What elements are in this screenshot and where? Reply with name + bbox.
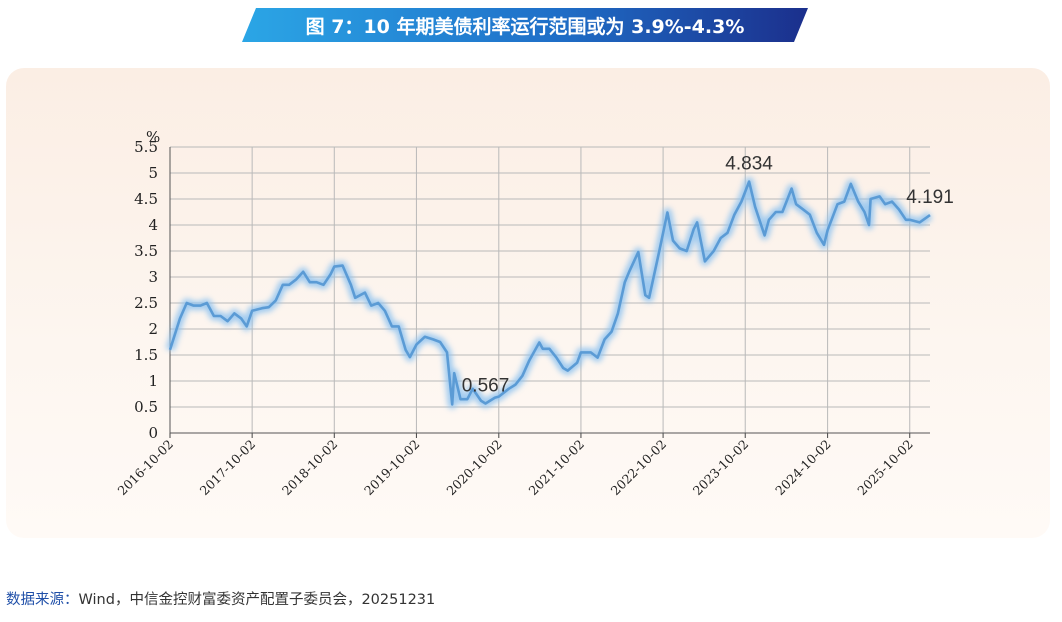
- y-tick-label: 2.5: [134, 294, 158, 312]
- annotations: 0.567 4.834 4.191: [462, 154, 954, 397]
- y-tick-label: 2: [148, 320, 158, 338]
- y-tick-label: 1.5: [134, 346, 158, 364]
- x-axis-ticks: 2016-10-02 2017-10-02 2018-10-02 2019-10-02…: [115, 437, 916, 499]
- x-tick-label: 2024-10-02: [772, 437, 834, 499]
- x-tick-label: 2018-10-02: [279, 437, 341, 499]
- source-text: Wind，中信金控财富委资产配置子委员会，20251231: [78, 592, 436, 608]
- x-tick-label: 2020-10-02: [443, 437, 505, 499]
- x-tick-label: 2017-10-02: [197, 437, 259, 499]
- y-tick-label: 5: [148, 164, 158, 182]
- chart-title: 图 7：10 年期美债利率运行范围或为 3.9%-4.3%: [305, 15, 745, 38]
- y-tick-label: 5.5: [134, 138, 158, 156]
- y-tick-label: 3.5: [134, 242, 158, 260]
- annotation-label: 0.567: [462, 376, 510, 397]
- y-tick-label: 1: [148, 372, 158, 390]
- chart-title-banner: 图 7：10 年期美债利率运行范围或为 3.9%-4.3%: [242, 8, 808, 42]
- x-tick-label: 2023-10-02: [690, 437, 752, 499]
- annotation-label: 4.191: [906, 187, 954, 208]
- x-tick-label: 2022-10-02: [608, 437, 670, 499]
- y-tick-label: 4: [148, 216, 158, 234]
- y-axis-unit: %: [146, 128, 160, 146]
- y-tick-label: 0.5: [134, 398, 158, 416]
- y-tick-label: 3: [148, 268, 158, 286]
- source-note: 数据来源：Wind，中信金控财富委资产配置子委员会，20251231: [6, 588, 435, 609]
- y-tick-label: 4.5: [134, 190, 158, 208]
- y-axis-ticks: 0 0.5 1 1.5 2 2.5 3 3.5 4 4.5 5 5.5: [134, 138, 158, 442]
- x-tick-label: 2021-10-02: [525, 437, 587, 499]
- x-tick-label: 2019-10-02: [361, 437, 423, 499]
- annotation-label: 4.834: [725, 154, 773, 175]
- series-line: [168, 180, 931, 406]
- y-tick-label: 0: [148, 424, 158, 442]
- x-tick-label: 2016-10-02: [115, 437, 177, 499]
- series-line-glow: [165, 177, 933, 409]
- x-tick-label: 2025-10-02: [854, 437, 916, 499]
- source-label: 数据来源：: [6, 592, 79, 608]
